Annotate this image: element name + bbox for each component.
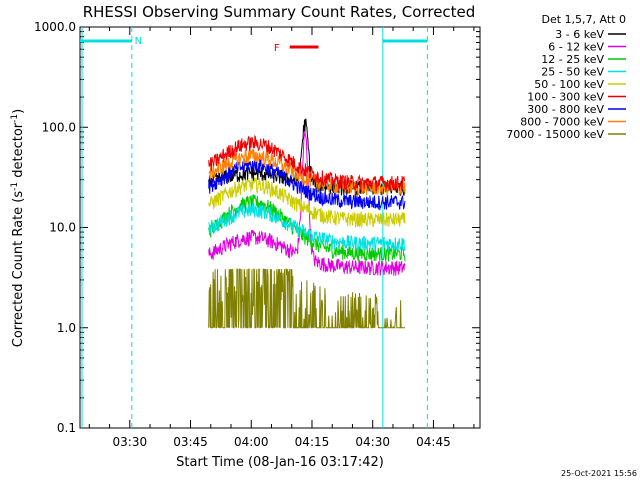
x-tick-label: 03:45: [173, 435, 208, 449]
x-tick-label: 04:00: [234, 435, 269, 449]
series-line: [208, 130, 406, 276]
y-tick-label: 1.0: [57, 321, 76, 335]
legend-entry-label: 3 - 6 keV: [555, 28, 604, 41]
footer-timestamp: 25-Oct-2021 15:56: [561, 469, 637, 478]
flare-label: F: [274, 43, 280, 54]
series-group: [208, 118, 406, 329]
series-line: [208, 177, 406, 228]
x-axis-ticks: 03:30 03:45 04:00 04:15 04:30 04:45: [88, 27, 475, 449]
y-axis-label-sup: -1: [10, 182, 20, 191]
legend-entry-label: 7000 - 15000 keV: [506, 128, 604, 141]
y-tick-label: 0.1: [57, 421, 76, 435]
y-tick-label: 1000.0: [34, 20, 76, 34]
series-line: [208, 268, 405, 329]
legend-entry-label: 100 - 300 keV: [527, 91, 604, 104]
y-axis-label-sup2: -1: [10, 114, 20, 123]
y-axis-label-mid: detector: [11, 122, 26, 182]
plot-frame: [79, 26, 481, 429]
y-tick-label: 10.0: [49, 221, 76, 235]
legend-entry-label: 25 - 50 keV: [541, 66, 604, 79]
annotations: NF: [80, 27, 428, 428]
x-axis-label: Start Time (08-Jan-16 03:17:42): [176, 455, 384, 470]
y-tick-label: 100.0: [42, 120, 76, 134]
legend-entry-label: 300 - 800 keV: [527, 103, 604, 116]
series-line: [208, 203, 406, 252]
night-label: N: [135, 36, 142, 47]
x-tick-label: 04:45: [416, 435, 451, 449]
y-axis-ticks: 0.1 1.0 10.0 100.0 1000.0: [34, 20, 480, 435]
legend-entry-label: 50 - 100 keV: [534, 78, 604, 91]
legend-entry-label: 12 - 25 keV: [541, 53, 604, 66]
x-tick-label: 04:30: [355, 435, 390, 449]
y-axis-label-main: Corrected Count Rate (s: [11, 191, 26, 348]
legend-title: Det 1,5,7, Att 0: [542, 13, 626, 26]
series-line: [208, 134, 406, 192]
y-axis-label: Corrected Count Rate (s-1 detector-1): [10, 109, 26, 347]
chart-title: RHESSI Observing Summary Count Rates, Co…: [83, 3, 476, 21]
x-tick-label: 04:15: [295, 435, 330, 449]
y-axis-label-end: ): [11, 109, 26, 114]
legend-entry-label: 800 - 7000 keV: [520, 116, 604, 129]
x-tick-label: 03:30: [113, 435, 148, 449]
legend-entry-label: 6 - 12 keV: [548, 41, 604, 54]
